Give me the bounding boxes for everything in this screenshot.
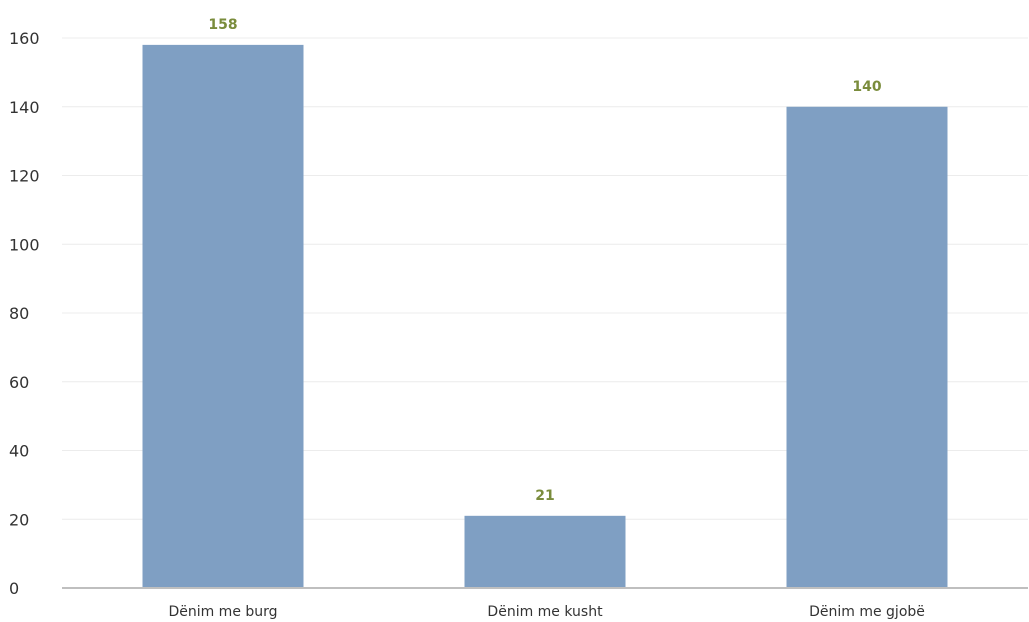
y-tick-label: 140 (9, 98, 40, 117)
y-tick-label: 160 (9, 29, 40, 48)
x-tick-label: Dënim me gjobë (809, 604, 925, 620)
bars (142, 44, 948, 588)
y-axis: 0 20 40 60 80 100 120 140 160 (9, 29, 40, 598)
y-tick-label: 120 (9, 167, 40, 186)
y-tick-label: 20 (9, 510, 29, 529)
y-tick-label: 40 (9, 442, 29, 461)
bar (786, 106, 948, 588)
y-tick-label: 60 (9, 373, 29, 392)
x-axis: Dënim me burg Dënim me kusht Dënim me gjob… (168, 604, 924, 620)
data-labels: 158 21 140 (208, 17, 881, 504)
y-tick-label: 0 (9, 579, 19, 598)
x-tick-label: Dënim me kusht (487, 604, 603, 620)
data-label: 158 (208, 17, 237, 33)
data-label: 21 (535, 488, 554, 504)
data-label: 140 (852, 79, 881, 95)
y-tick-label: 80 (9, 304, 29, 323)
bar (142, 44, 304, 588)
y-tick-label: 100 (9, 235, 40, 254)
bar (464, 515, 626, 588)
x-tick-label: Dënim me burg (168, 604, 277, 620)
